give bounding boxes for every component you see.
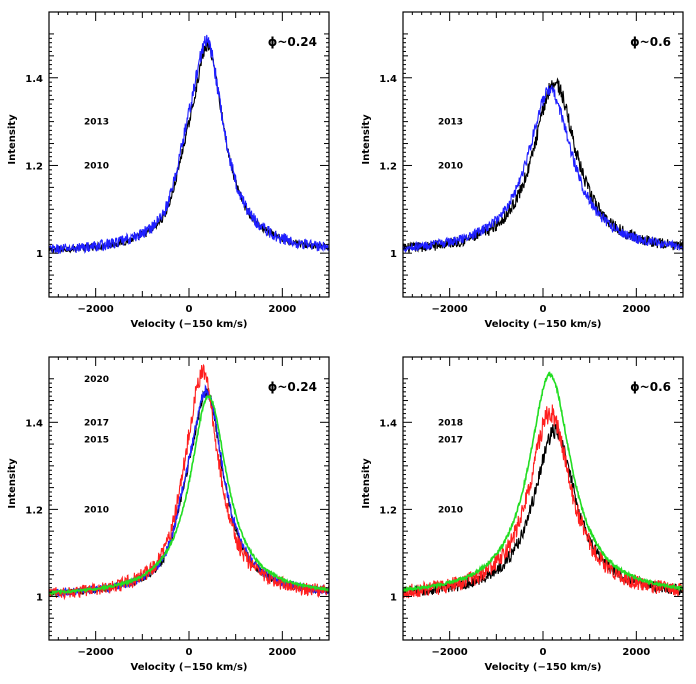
phase-label: ϕ~0.6	[630, 35, 671, 49]
x-tick-label: 0	[186, 647, 193, 658]
y-axis-label: Intensity	[7, 458, 18, 509]
y-axis-label: Intensity	[7, 114, 18, 165]
x-tick-label: −2000	[432, 304, 468, 315]
series-line-2017	[403, 404, 683, 599]
chart-panel-1: −2000 0 2000 1 1.2 1.4 Velocity (−150 km/s) Int…	[7, 11, 330, 330]
y-tick-label: 1	[36, 592, 43, 603]
y-tick-label: 1.2	[25, 505, 43, 516]
series-line-2013	[49, 34, 329, 254]
y-axis-label: Intensity	[361, 114, 372, 165]
phase-label: ϕ~0.6	[630, 380, 671, 394]
series-group	[49, 363, 329, 601]
year-label-2010: 2010	[84, 161, 109, 171]
chart-panel-3: −2000 0 2000 1 1.2 1.4 Velocity (−150 km/s) Int…	[7, 356, 330, 673]
x-tick-label: 0	[186, 304, 193, 315]
y-tick-label: 1.4	[379, 418, 397, 429]
x-axis-label: Velocity (−150 km/s)	[485, 319, 602, 330]
chart-panel-4: −2000 0 2000 1 1.2 1.4 Velocity (−150 km/s) Int…	[361, 356, 684, 673]
year-label-2017: 2017	[84, 418, 109, 428]
y-tick-label: 1.2	[379, 505, 397, 516]
year-label-2018: 2018	[438, 418, 463, 428]
year-label-2015: 2015	[84, 436, 109, 446]
x-tick-label: 2000	[268, 304, 296, 315]
y-tick-label: 1.2	[379, 161, 397, 172]
year-label-2013: 2013	[438, 118, 463, 128]
x-axis-label: Velocity (−150 km/s)	[485, 662, 602, 673]
year-label-2020: 2020	[84, 375, 109, 385]
x-tick-label: 2000	[268, 647, 296, 658]
x-tick-label: 2000	[622, 647, 650, 658]
x-tick-label: 0	[540, 647, 547, 658]
series-group	[403, 77, 683, 254]
series-line-2010	[49, 41, 329, 254]
y-tick-label: 1.4	[379, 74, 397, 85]
x-axis-label: Velocity (−150 km/s)	[131, 319, 248, 330]
y-tick-label: 1	[390, 592, 397, 603]
phase-label: ϕ~0.24	[268, 35, 317, 49]
series-group	[49, 34, 329, 254]
x-tick-label: −2000	[78, 304, 114, 315]
y-axis-label: Intensity	[361, 458, 372, 509]
phase-label: ϕ~0.24	[268, 380, 317, 394]
x-tick-label: 2000	[622, 304, 650, 315]
chart-panel-2: −2000 0 2000 1 1.2 1.4 Velocity (−150 km/s) Int…	[361, 11, 684, 330]
year-label-2013: 2013	[84, 118, 109, 128]
year-label-2017: 2017	[438, 436, 463, 446]
x-tick-label: 0	[540, 304, 547, 315]
plot-frame	[402, 356, 684, 641]
y-tick-label: 1.2	[25, 161, 43, 172]
plot-frame	[402, 11, 684, 298]
series-line-2020	[49, 393, 329, 597]
plot-frame	[48, 11, 330, 298]
x-tick-label: −2000	[432, 647, 468, 658]
y-tick-label: 1	[390, 249, 397, 260]
y-tick-label: 1.4	[25, 74, 43, 85]
x-axis-label: Velocity (−150 km/s)	[131, 662, 248, 673]
y-tick-label: 1	[36, 249, 43, 260]
x-tick-label: −2000	[78, 647, 114, 658]
plot-frame	[48, 356, 330, 641]
series-line-2013	[403, 85, 683, 254]
y-tick-label: 1.4	[25, 418, 43, 429]
year-label-2010: 2010	[438, 161, 463, 171]
series-group	[403, 371, 683, 599]
year-label-2010: 2010	[84, 505, 109, 515]
series-line-2018	[403, 371, 683, 594]
year-label-2010: 2010	[438, 505, 463, 515]
